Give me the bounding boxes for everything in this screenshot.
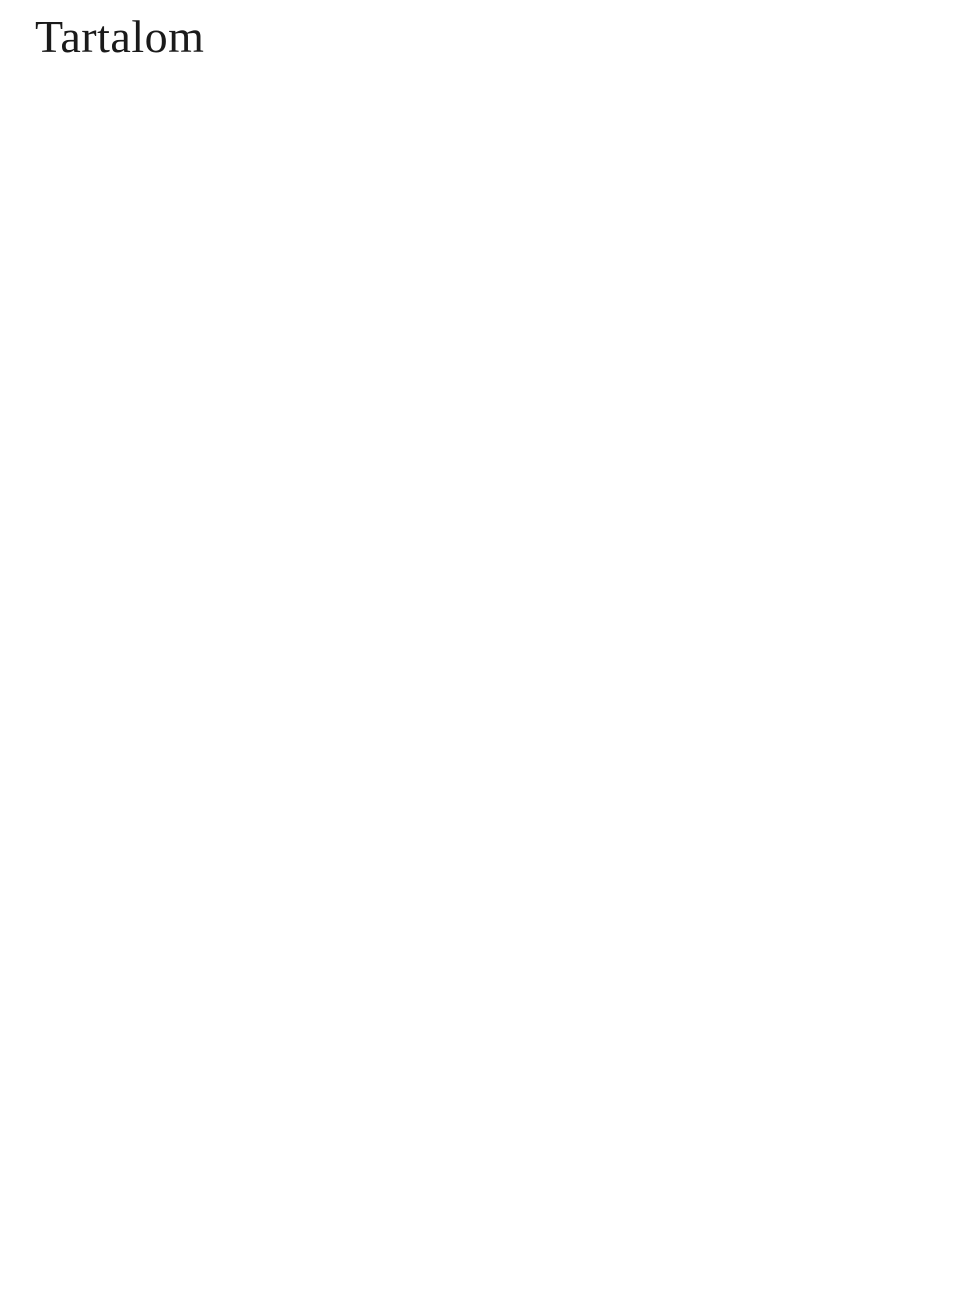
page-title: Tartalom — [35, 10, 905, 63]
